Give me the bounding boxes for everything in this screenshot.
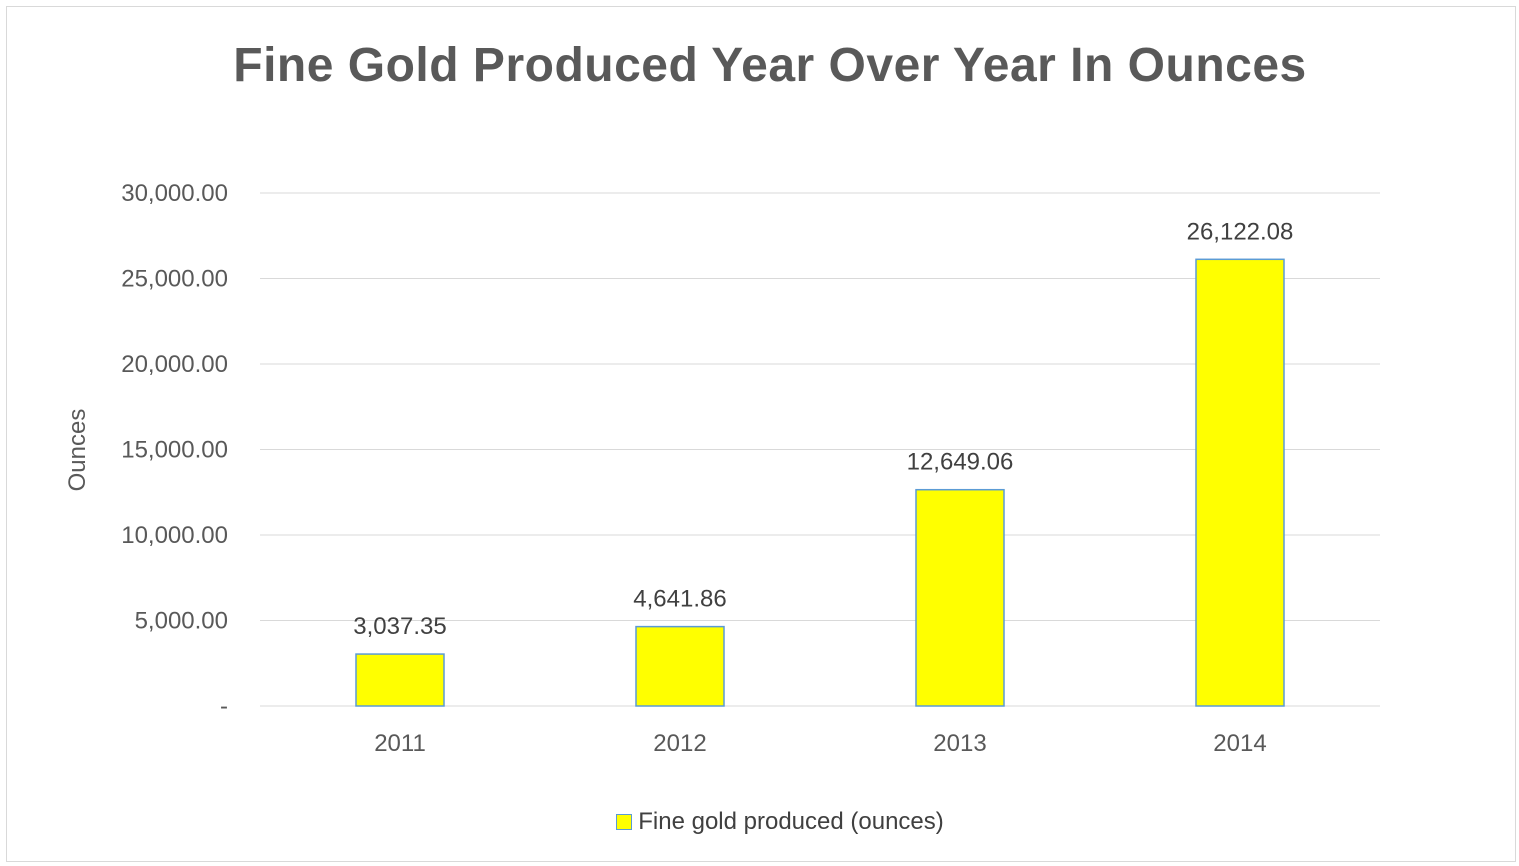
data-label-2014: 26,122.08: [1187, 218, 1294, 245]
y-axis-label: Ounces: [64, 409, 91, 492]
legend-swatch: [616, 814, 633, 830]
bar-2013: [915, 488, 1005, 707]
y-tick-label: 15,000.00: [121, 437, 228, 464]
bar-2011: [355, 653, 445, 707]
legend-label: Fine gold produced (ounces): [638, 808, 944, 835]
y-tick-label: 30,000.00: [121, 180, 228, 207]
y-tick-label: 10,000.00: [121, 522, 228, 549]
data-labels: 3,037.35 4,641.86 12,649.06 26,122.08: [353, 218, 1293, 640]
y-tick-label: 25,000.00: [121, 266, 228, 293]
data-label-2012: 4,641.86: [633, 586, 726, 613]
y-tick-label: -: [220, 693, 228, 720]
data-label-2011: 3,037.35: [353, 613, 446, 640]
chart-frame: [6, 6, 1516, 862]
y-tick-label: 5,000.00: [135, 608, 228, 635]
x-tick-label-2014: 2014: [1213, 730, 1266, 757]
x-tick-label-2012: 2012: [653, 730, 706, 757]
gridlines: [260, 192, 1380, 707]
y-tick-label: 20,000.00: [121, 351, 228, 378]
bars: [355, 258, 1285, 707]
bar-2012: [635, 625, 725, 707]
chart-title: Fine Gold Produced Year Over Year In Oun…: [233, 39, 1307, 92]
x-axis-tick-labels: 2011 2012 2013 2014: [374, 730, 1267, 757]
x-tick-label-2011: 2011: [374, 730, 426, 757]
legend: Fine gold produced (ounces): [0, 808, 1519, 836]
data-label-2013: 12,649.06: [907, 449, 1014, 476]
x-tick-label-2013: 2013: [933, 730, 986, 757]
y-axis-tick-labels: - 5,000.00 10,000.00 15,000.00 20,000.00 25,0…: [121, 180, 228, 720]
bar-2014: [1195, 258, 1285, 707]
